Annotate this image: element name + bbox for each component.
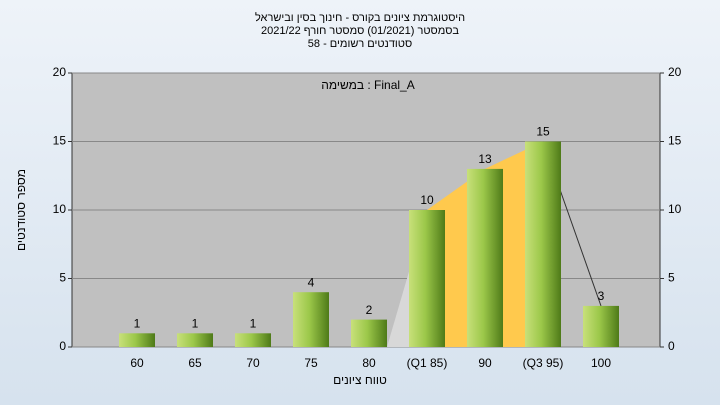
x-tick-label: 60 (130, 356, 144, 370)
bar (583, 305, 619, 347)
value-label: 3 (598, 289, 605, 303)
x-tick-label: (Q1 85) (407, 356, 448, 370)
chart-subtitle: סטודנטים רשומים - 58 (308, 38, 412, 50)
y2-tick-label: 15 (668, 134, 682, 148)
y-tick-label: 0 (59, 339, 66, 353)
x-axis-label: טווח ציונים (333, 373, 387, 387)
y2-tick-label: 5 (668, 271, 675, 285)
y-tick-label: 20 (53, 65, 67, 79)
x-tick-label: 70 (246, 356, 260, 370)
x-tick-label: 90 (478, 356, 492, 370)
value-label: 10 (420, 193, 434, 207)
value-label: 2 (366, 303, 373, 317)
bar (235, 333, 271, 347)
y2-tick-label: 20 (668, 65, 682, 79)
x-tick-label: 80 (362, 356, 376, 370)
y-axis-label: מספר סטודנטים (14, 169, 28, 251)
value-label: 1 (250, 316, 257, 330)
bar (525, 141, 561, 347)
bar (351, 319, 387, 347)
y-tick-label: 10 (53, 202, 67, 216)
value-label: 1 (192, 316, 199, 330)
bar (409, 210, 445, 347)
y-tick-label: 5 (59, 271, 66, 285)
x-tick-label: (Q3 95) (523, 356, 564, 370)
y-tick-label: 15 (53, 134, 67, 148)
value-label: 1 (134, 316, 141, 330)
value-label: 13 (478, 152, 492, 166)
y2-tick-label: 0 (668, 339, 675, 353)
chart-subtitle: בסמסטר (01/2021) סמסטר חורף 2021/22 (261, 25, 459, 37)
bar (119, 333, 155, 347)
x-tick-label: 65 (188, 356, 202, 370)
x-tick-label: 75 (304, 356, 318, 370)
annotation: במשימה : Final_A (321, 78, 415, 92)
bar (177, 333, 213, 347)
chart-title: היסטוגרמת ציונים בקורס - חינוך בסין וביש… (255, 11, 465, 24)
bar (467, 168, 503, 347)
x-tick-label: 100 (591, 356, 611, 370)
bar (293, 292, 329, 347)
value-label: 15 (536, 125, 550, 139)
value-label: 4 (308, 275, 315, 289)
y2-tick-label: 10 (668, 202, 682, 216)
